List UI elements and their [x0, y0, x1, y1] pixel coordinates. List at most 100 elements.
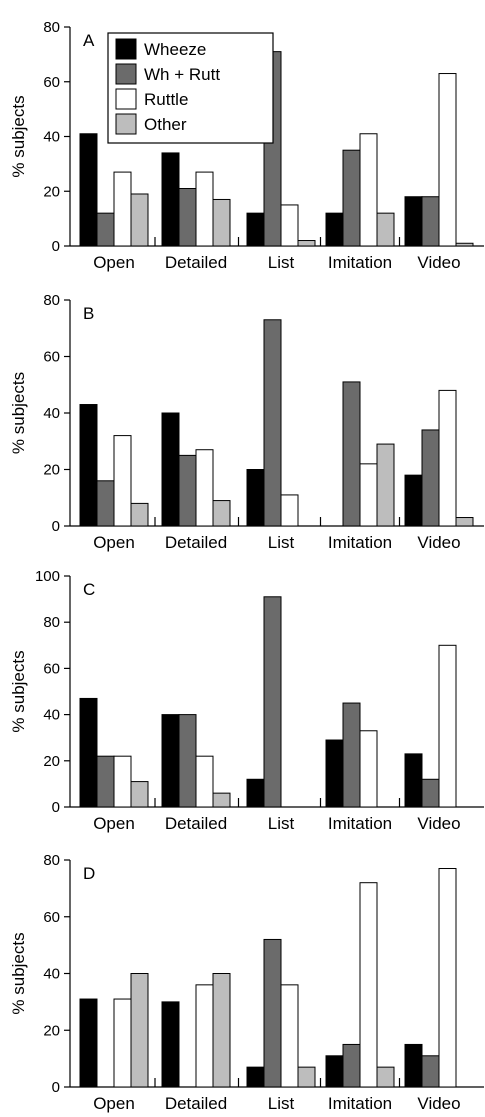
bar-wheeze-open: [79, 998, 98, 1088]
bar-other-video: [455, 517, 474, 527]
bar-other-list: [297, 1066, 316, 1088]
bar-wheeze-list: [246, 778, 265, 808]
panel-letter: B: [83, 304, 94, 323]
bar-wh-rutt-list: [263, 596, 282, 808]
legend-swatch: [115, 113, 137, 135]
bar-other-list: [297, 240, 316, 247]
bar-other-detailed: [212, 973, 231, 1088]
x-tick-label: Imitation: [328, 1094, 392, 1113]
bar-wheeze-imitation: [325, 212, 344, 247]
y-tick-label: 0: [52, 799, 60, 816]
bar-other-imitation: [376, 1066, 395, 1088]
bar-wh-rutt-open: [96, 212, 115, 247]
x-tick-label: Video: [417, 814, 460, 833]
bar-other-open: [130, 973, 149, 1088]
y-tick-label: 40: [43, 707, 60, 724]
y-tick-label: 60: [43, 349, 60, 366]
bar-ruttle-open: [113, 755, 132, 808]
y-tick-label: 60: [43, 909, 60, 926]
bar-wheeze-list: [246, 212, 265, 247]
y-tick-label: 0: [52, 518, 60, 535]
legend-swatch: [115, 63, 137, 85]
y-tick-label: 80: [43, 292, 60, 309]
bar-wh-rutt-video: [421, 1055, 440, 1088]
bar-wh-rutt-open: [96, 755, 115, 808]
bar-ruttle-imitation: [359, 882, 378, 1088]
bar-wheeze-imitation: [325, 739, 344, 808]
x-tick-label: Video: [417, 253, 460, 272]
bar-wh-rutt-list: [263, 319, 282, 527]
y-tick-label: 40: [43, 129, 60, 146]
y-axis-label: % subjects: [9, 932, 28, 1014]
bar-ruttle-video: [438, 644, 457, 808]
x-tick-label: Detailed: [165, 1094, 227, 1113]
bar-wheeze-detailed: [161, 152, 180, 247]
bar-other-detailed: [212, 500, 231, 527]
bar-other-detailed: [212, 198, 231, 247]
bar-ruttle-video: [438, 73, 457, 247]
bar-other-open: [130, 781, 149, 808]
bar-wheeze-detailed: [161, 1001, 180, 1088]
y-tick-label: 80: [43, 19, 60, 36]
y-tick-label: 40: [43, 405, 60, 422]
x-tick-label: Detailed: [165, 253, 227, 272]
x-tick-label: List: [268, 814, 295, 833]
bar-wh-rutt-list: [263, 938, 282, 1088]
bar-ruttle-open: [113, 435, 132, 527]
x-tick-label: Open: [93, 814, 135, 833]
y-tick-label: 20: [43, 183, 60, 200]
bar-other-open: [130, 502, 149, 527]
panel-c: 0 20 40 60 80 100 % subjects C Open Detailed List I…: [9, 568, 484, 833]
legend-swatch: [115, 88, 137, 110]
x-tick-label: List: [268, 1094, 295, 1113]
bar-wh-rutt-open: [96, 480, 115, 527]
panel-letter: A: [83, 31, 95, 50]
x-tick-label: List: [268, 533, 295, 552]
bar-wheeze-list: [246, 469, 265, 527]
bar-ruttle-detailed: [195, 449, 214, 527]
bar-wheeze-video: [404, 753, 423, 808]
bar-wheeze-video: [404, 196, 423, 247]
panel-b: 0 20 40 60 80 % subjects B Open Detailed List Imit…: [9, 292, 484, 552]
y-tick-label: 0: [52, 1079, 60, 1096]
bar-ruttle-list: [280, 984, 299, 1088]
y-tick-label: 80: [43, 852, 60, 869]
y-tick-label: 60: [43, 660, 60, 677]
bar-ruttle-open: [113, 998, 132, 1088]
y-axis-label: % subjects: [9, 95, 28, 177]
bar-wh-rutt-imitation: [342, 702, 361, 808]
bar-ruttle-imitation: [359, 730, 378, 808]
bar-wheeze-detailed: [161, 714, 180, 808]
y-tick-label: 20: [43, 753, 60, 770]
bar-ruttle-list: [280, 204, 299, 247]
panel-letter: D: [83, 864, 95, 883]
bar-wheeze-video: [404, 1043, 423, 1088]
bar-ruttle-detailed: [195, 171, 214, 247]
legend-label: Ruttle: [144, 90, 188, 109]
y-tick-label: 40: [43, 966, 60, 983]
bar-wh-rutt-detailed: [178, 188, 197, 247]
legend: Wheeze Wh + Rutt Ruttle Other: [107, 32, 274, 144]
bar-other-imitation: [376, 212, 395, 247]
panel-a: 0 20 40 60 80 % subjects A Open Detailed List Imit…: [9, 19, 484, 272]
bar-ruttle-imitation: [359, 463, 378, 527]
legend-swatch: [115, 38, 137, 60]
legend-label: Wh + Rutt: [144, 65, 220, 84]
panel-d: 0 20 40 60 80 % subjects D Open Detailed List Imit…: [9, 852, 484, 1113]
y-tick-label: 60: [43, 74, 60, 91]
legend-label: Wheeze: [144, 40, 206, 59]
bar-wh-rutt-imitation: [342, 381, 361, 527]
bar-ruttle-video: [438, 868, 457, 1088]
bar-other-open: [130, 193, 149, 247]
bar-ruttle-video: [438, 389, 457, 527]
x-tick-label: Imitation: [328, 533, 392, 552]
y-tick-label: 0: [52, 238, 60, 255]
bar-ruttle-imitation: [359, 133, 378, 247]
bar-wheeze-open: [79, 404, 98, 527]
bar-wh-rutt-detailed: [178, 714, 197, 808]
y-axis-label: % subjects: [9, 650, 28, 732]
x-tick-label: Imitation: [328, 253, 392, 272]
x-tick-label: Video: [417, 1094, 460, 1113]
y-tick-label: 20: [43, 462, 60, 479]
bar-wheeze-detailed: [161, 412, 180, 527]
